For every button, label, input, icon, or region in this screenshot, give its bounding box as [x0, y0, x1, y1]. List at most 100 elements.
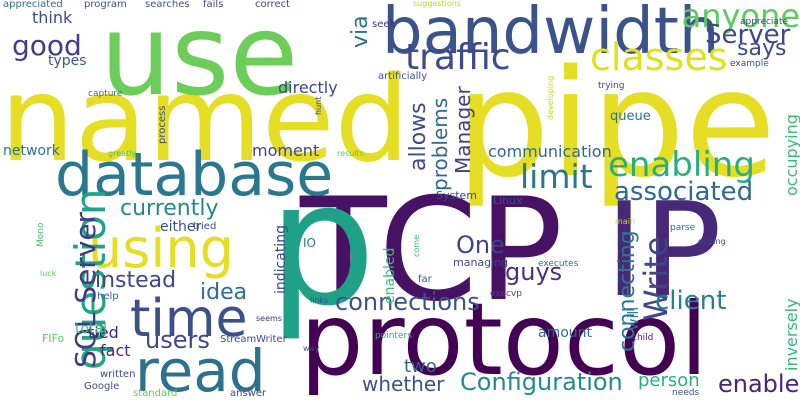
word-associated: associated — [614, 177, 754, 207]
word-classes: classes — [590, 35, 728, 79]
word-enable: enable — [718, 370, 800, 398]
word-using: using — [88, 217, 234, 280]
word-hunt: hunt — [314, 96, 323, 116]
word-says: says — [737, 36, 787, 61]
word-pointers: pointers — [375, 331, 412, 341]
word-enabled: enabled — [382, 247, 398, 304]
word-guys: guys — [505, 258, 563, 286]
word-currently: currently — [120, 196, 219, 221]
word-seems: seems — [256, 314, 282, 323]
word-executes: executes — [538, 259, 579, 269]
word-answer: answer — [230, 388, 267, 399]
word-luck: luck — [40, 269, 57, 278]
word-database: database — [55, 140, 334, 210]
word-duping: duping — [698, 237, 726, 246]
word-developing: developing — [546, 75, 555, 120]
word-bandwidth: bandwidth — [382, 0, 720, 69]
word-two: two — [404, 356, 437, 377]
word-seek: seek — [372, 19, 396, 30]
word-use: use — [100, 0, 299, 121]
word-queue: queue — [610, 109, 651, 124]
word-amount: amount — [538, 325, 593, 341]
word-think: think — [32, 8, 73, 27]
word-client: client — [655, 286, 727, 316]
word-mono: Mono — [36, 222, 46, 247]
word-results: results — [337, 149, 364, 158]
word-standard: standard — [133, 388, 178, 399]
word-suggestions: suggestions — [413, 0, 461, 8]
word-occupying: occupying — [782, 114, 800, 197]
word-linux: Linux — [493, 194, 523, 207]
word-io: IO — [303, 236, 316, 250]
word-streamwriter: StreamWriter — [220, 334, 287, 345]
word-directly: directly — [278, 78, 338, 97]
word-appreciate: appreciate — [740, 17, 789, 27]
word-server: Server — [705, 20, 791, 50]
word-system: System — [436, 189, 478, 202]
word-program: program — [84, 0, 127, 10]
word-execvp: execvp — [490, 289, 522, 299]
word-one: One — [456, 231, 505, 259]
word-needs: needs — [672, 388, 700, 398]
word-main: main — [615, 217, 635, 226]
word-tcp: TCP — [300, 168, 564, 333]
word-users: users — [145, 326, 210, 354]
word-appreciated: appreciated — [3, 0, 63, 10]
word-tied: tied — [88, 323, 119, 342]
word-artificially: artificially — [378, 71, 428, 82]
word-good: good — [12, 29, 82, 62]
word-fact: fact — [100, 341, 131, 360]
word-limit: limit — [520, 157, 593, 196]
word-via: via — [348, 14, 373, 48]
word-configuration: Configuration — [460, 368, 623, 396]
word-named: named — [0, 50, 410, 188]
word-idea: idea — [200, 280, 248, 305]
word-far: far — [418, 274, 432, 285]
word-written: written — [100, 369, 136, 380]
word-child: child — [632, 333, 654, 343]
word-managing: managing — [453, 256, 509, 269]
word-person: person — [638, 370, 700, 391]
word-allows: allows — [406, 102, 431, 172]
word-tried: tried — [193, 221, 217, 232]
word-read: read — [135, 337, 266, 400]
word-time: time — [130, 289, 248, 349]
word-searches: searches — [145, 0, 190, 10]
word-process: process — [157, 105, 168, 144]
word-way: way — [303, 344, 320, 353]
word-fails: fails — [203, 0, 224, 10]
word-pipe: pipe — [456, 38, 777, 210]
word-ip: IP — [605, 174, 722, 326]
word-google: Google — [84, 381, 120, 392]
word-moment: moment — [252, 141, 320, 160]
word-indicating: indicating — [273, 225, 289, 294]
word-correct: correct — [255, 0, 291, 10]
word-instead: instead — [95, 268, 177, 293]
word-links: links — [310, 296, 329, 305]
word-anyone: anyone — [681, 0, 800, 35]
word-connections: connections — [335, 288, 480, 316]
word-greatly: greatly — [108, 149, 137, 158]
word-inversely: inversely — [782, 298, 800, 372]
word-fifo: FIFo — [42, 332, 65, 345]
word-help: help — [97, 291, 119, 302]
word-p: p — [268, 146, 376, 344]
word-parse: parse — [670, 223, 696, 233]
word-types: types — [48, 53, 87, 69]
word-manager: Manager — [451, 86, 475, 174]
word-will: will — [626, 306, 642, 330]
word-either: either — [160, 219, 202, 235]
word-example: example — [730, 59, 769, 69]
word-trying: trying — [598, 81, 625, 91]
word-problems: problems — [428, 97, 452, 191]
word-protocol: protocol — [300, 281, 708, 398]
word-capture: capture — [88, 89, 123, 99]
word-enabling: enabling — [608, 145, 755, 185]
word-total: total — [75, 321, 108, 337]
word-whether: whether — [362, 372, 445, 396]
word-come: come — [412, 235, 421, 258]
word-communication: communication — [488, 142, 612, 161]
word-network: network — [3, 143, 60, 159]
word-traffic: traffic — [405, 37, 511, 78]
